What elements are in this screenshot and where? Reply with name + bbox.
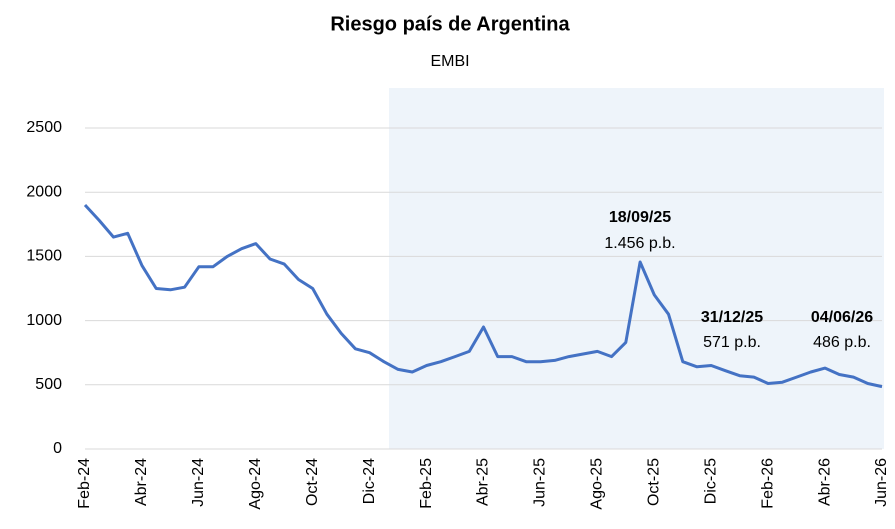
highlight-region [389, 88, 884, 449]
annotation-label: 571 p.b. [703, 334, 761, 351]
grid [85, 127, 882, 450]
x-tick-label: Feb-26 [759, 458, 776, 509]
annotation-label: 486 p.b. [813, 334, 871, 351]
annotation-date: 18/09/25 [609, 209, 671, 226]
x-tick-label: Dic-24 [361, 458, 378, 504]
x-tick-label: Abr-26 [816, 458, 833, 506]
y-tick-label: 2500 [26, 119, 62, 136]
x-tick-label: Jun-24 [190, 458, 207, 507]
x-tick-label: Ago-24 [247, 458, 264, 510]
y-tick-label: 2000 [26, 183, 62, 200]
x-tick-label: Feb-24 [76, 458, 93, 509]
x-tick-label: Jun-26 [873, 458, 890, 507]
x-tick-label: Ago-25 [589, 458, 606, 510]
y-tick-label: 500 [35, 376, 62, 393]
chart-title: Riesgo país de Argentina [330, 13, 570, 35]
x-tick-label: Abr-24 [133, 458, 150, 506]
annotation-date: 31/12/25 [701, 309, 763, 326]
x-tick-label: Oct-25 [646, 458, 663, 506]
y-tick-label: 1500 [26, 248, 62, 265]
x-tick-label: Dic-25 [702, 458, 719, 504]
y-tick-label: 0 [53, 440, 62, 457]
x-tick-label: Oct-24 [304, 458, 321, 506]
x-tick-label: Jun-25 [532, 458, 549, 507]
chart-subtitle: EMBI [430, 53, 469, 70]
lines [83, 203, 883, 389]
annotation-label: 1.456 p.b. [604, 235, 675, 252]
x-tick-label: Abr-25 [475, 458, 492, 506]
x-tick-label: Feb-25 [418, 458, 435, 509]
y-tick-label: 1000 [26, 312, 62, 329]
series-line [83, 203, 883, 389]
annotation-date: 04/06/26 [811, 309, 873, 326]
